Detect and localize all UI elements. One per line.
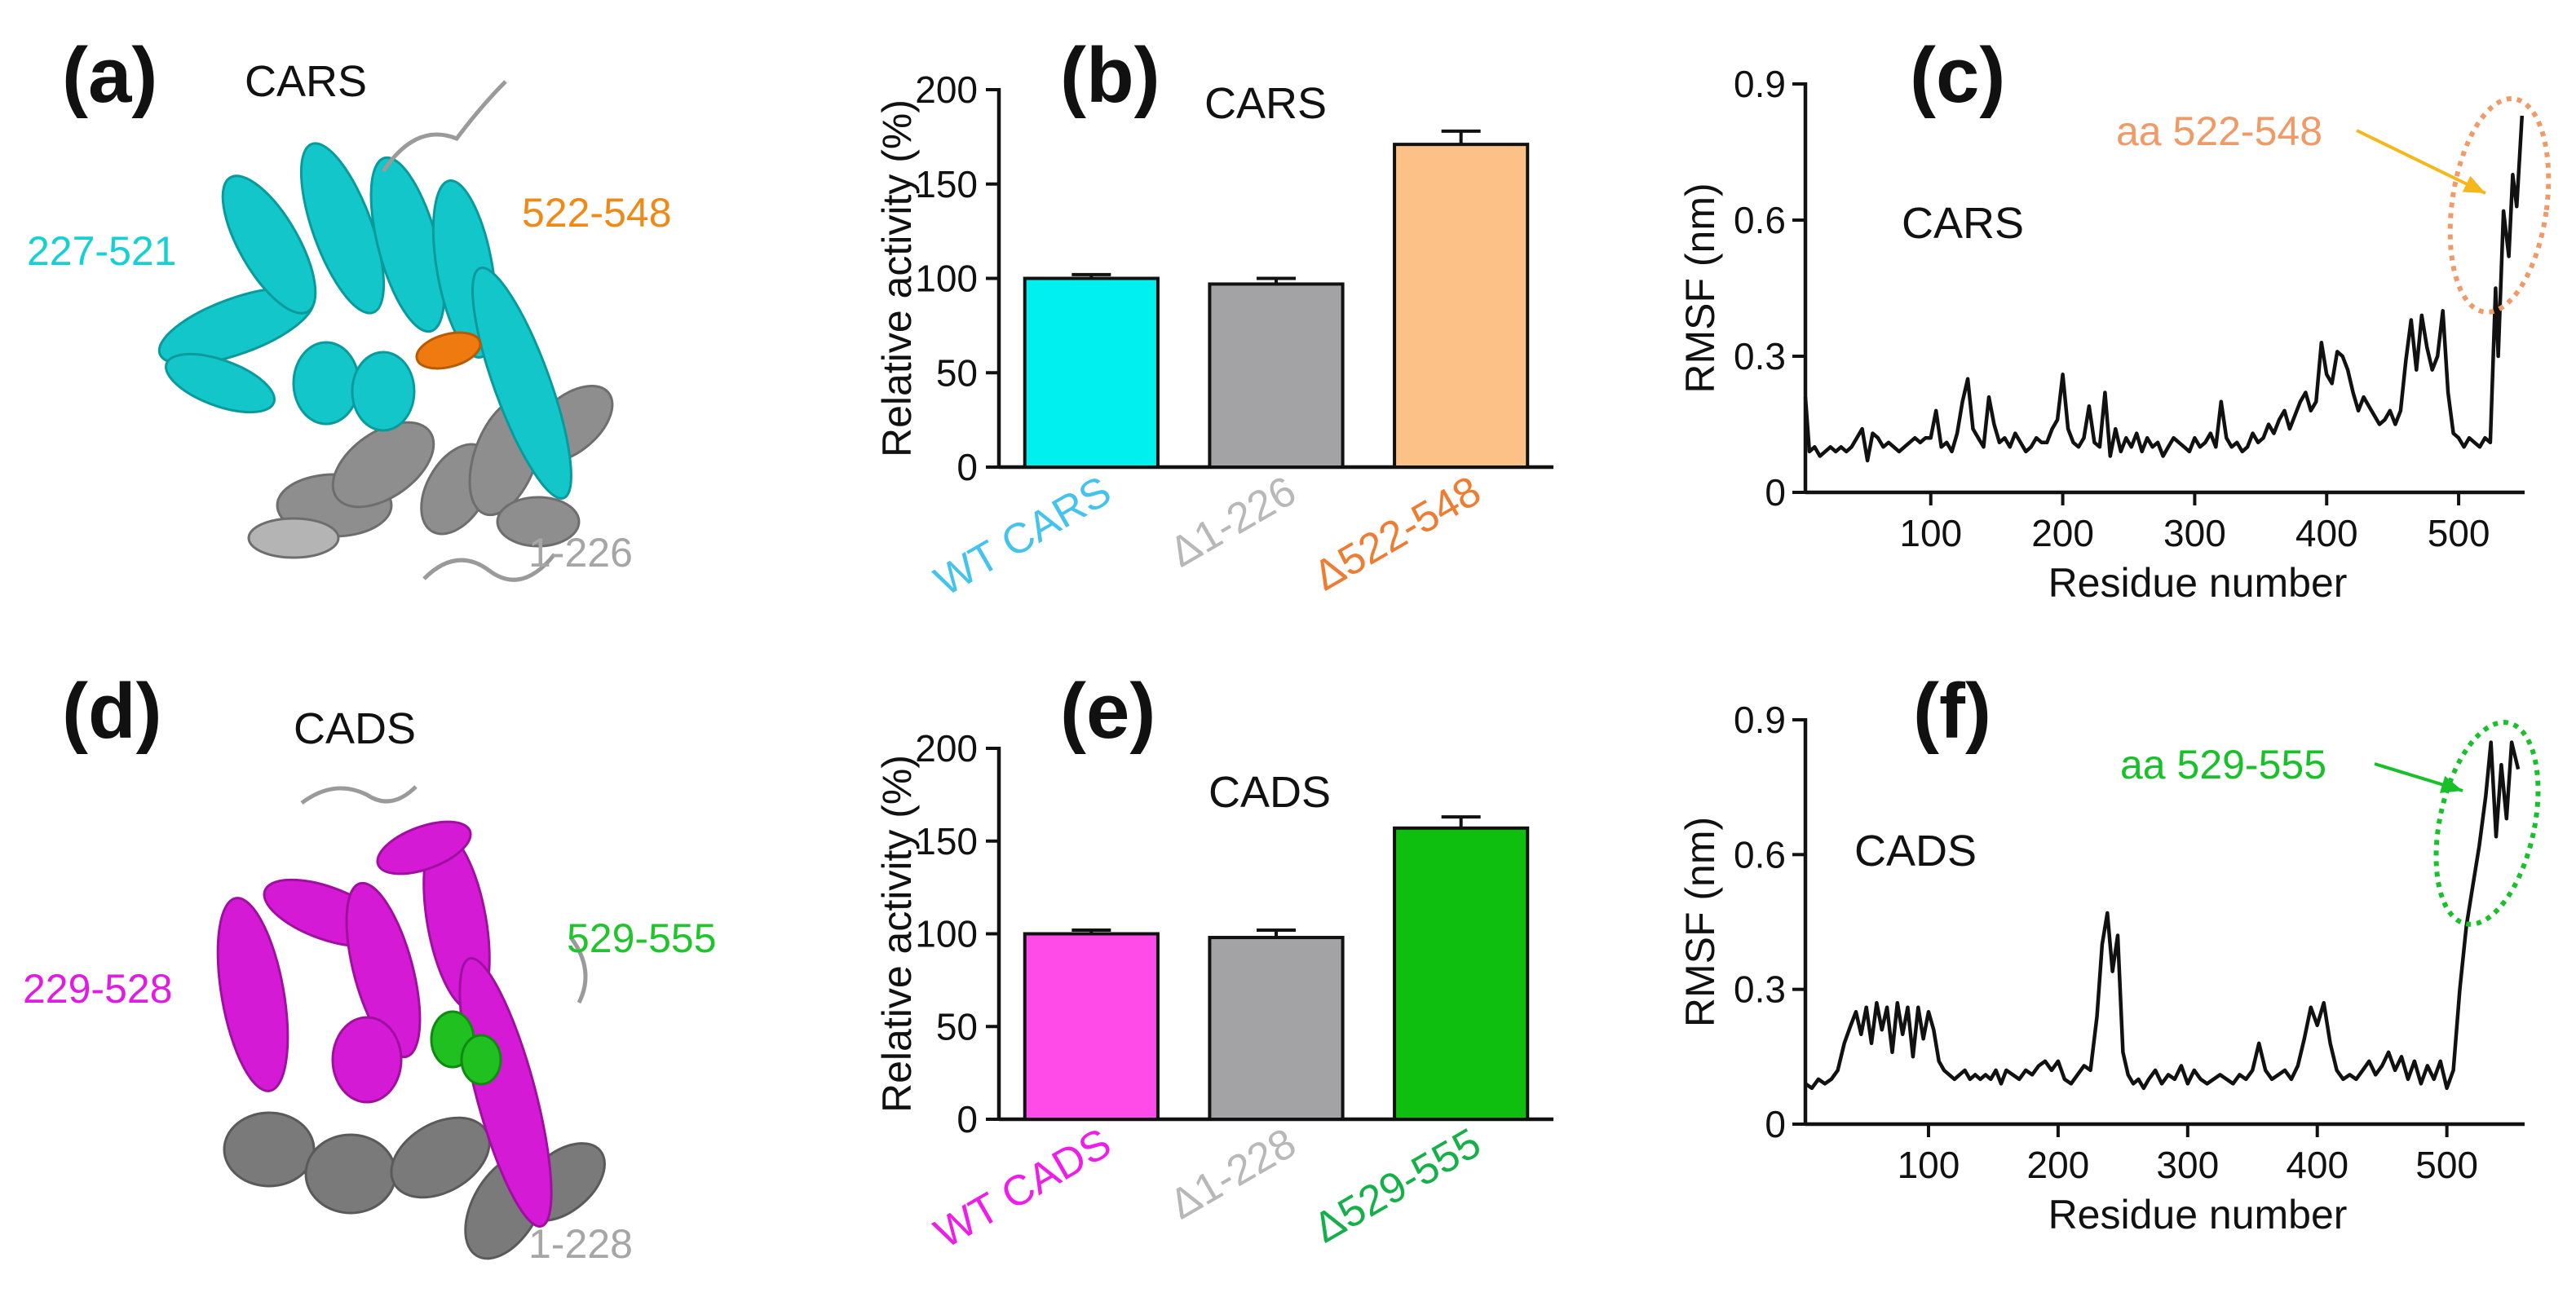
panel-letter-d: (d) xyxy=(62,668,162,755)
y-tick-label: 0.3 xyxy=(1734,335,1786,377)
y-axis-label: Relative activity (%) xyxy=(874,99,920,457)
x-tick-label: 100 xyxy=(1898,1144,1960,1186)
y-tick-label: 0.3 xyxy=(1734,968,1786,1011)
y-tick-label: 0 xyxy=(1765,471,1786,514)
cars-tail-segment xyxy=(415,331,482,370)
x-tick-label: 400 xyxy=(2286,1144,2348,1186)
y-tick-label: 50 xyxy=(936,1005,978,1048)
highlight-ellipse xyxy=(2447,96,2552,315)
x-tick-label: 500 xyxy=(2428,512,2490,554)
annotation-arrow xyxy=(2356,129,2486,195)
panel-letter-b: (b) xyxy=(1060,32,1160,119)
panel-a-title: CARS xyxy=(245,57,367,106)
panel-letter-a: (a) xyxy=(62,32,157,119)
highlight-ellipse xyxy=(2433,720,2541,927)
panel-d: (d) CADS xyxy=(23,668,717,1267)
x-tick-label: 400 xyxy=(2295,512,2358,554)
y-axis-label: RMSF (nm) xyxy=(1677,183,1723,393)
cads-tail-label: 529-555 xyxy=(567,915,717,961)
annotation-arrowhead xyxy=(2462,175,2485,193)
bar xyxy=(1023,276,1160,469)
y-tick-label: 0.6 xyxy=(1734,199,1786,241)
x-tick-label: 200 xyxy=(2031,512,2094,554)
y-axis-label: RMSF (nm) xyxy=(1677,817,1723,1027)
panel-letter-f: (f) xyxy=(1913,668,1991,755)
rmsf-series-line xyxy=(1803,115,2525,463)
category-label: WT CARS xyxy=(927,467,1120,606)
panel-e-title: CADS xyxy=(1208,768,1331,817)
annotation-arrowhead xyxy=(2439,775,2463,793)
panel-letter-c: (c) xyxy=(1910,32,2005,119)
cads-tail-segment xyxy=(430,1010,502,1086)
cars-core-label: 227-521 xyxy=(27,228,177,274)
panel-d-title: CADS xyxy=(294,704,416,753)
category-label: Δ529-555 xyxy=(1306,1119,1488,1252)
y-tick-label: 50 xyxy=(936,351,978,394)
y-tick-label: 0.6 xyxy=(1734,833,1786,876)
category-label: WT CADS xyxy=(927,1119,1120,1258)
x-tick-label: 100 xyxy=(1899,512,1962,554)
x-axis-label: Residue number xyxy=(2048,1192,2348,1237)
x-tick-label: 200 xyxy=(2027,1144,2090,1186)
x-tick-label: 500 xyxy=(2415,1144,2478,1186)
category-label: Δ1-226 xyxy=(1162,467,1304,576)
bar xyxy=(1393,143,1530,469)
y-tick-label: 0 xyxy=(957,446,978,488)
cads-nterm-label: 1-228 xyxy=(528,1221,633,1267)
y-tick-label: 200 xyxy=(915,68,978,111)
panel-c-title: CARS xyxy=(1902,199,2024,248)
panel-c: (c) CARS 0 0.3 0.6 0.9 100 200 300 400 500 RMSF (… xyxy=(1677,32,2552,606)
bar xyxy=(1393,826,1530,1121)
panel-c-annotation: aa 522-548 xyxy=(2116,108,2322,154)
y-axis-label: Relative activity (%) xyxy=(874,755,920,1113)
y-tick-label: 200 xyxy=(915,727,978,770)
category-label: Δ522-548 xyxy=(1306,467,1488,600)
category-label: Δ1-228 xyxy=(1162,1119,1304,1228)
panel-f: (f) CADS 0 0.3 0.6 0.9 100 200 300 400 500 RMSF (… xyxy=(1677,668,2541,1237)
line-chart-c: 0 0.3 0.6 0.9 100 200 300 400 500 RMSF (nm) Residu… xyxy=(1677,63,2552,606)
rmsf-series-line xyxy=(1804,740,2521,1091)
bar xyxy=(1208,282,1345,469)
y-tick-label: 150 xyxy=(915,820,978,862)
cads-core-label: 229-528 xyxy=(23,966,173,1012)
y-tick-label: 0 xyxy=(1765,1103,1786,1145)
bar xyxy=(1208,936,1345,1122)
y-tick-label: 0.9 xyxy=(1734,699,1786,741)
y-tick-label: 0 xyxy=(957,1098,978,1140)
panel-f-title: CADS xyxy=(1854,827,1977,876)
panel-letter-e: (e) xyxy=(1060,668,1155,755)
y-tick-label: 150 xyxy=(915,163,978,205)
cars-nterm-label: 1-226 xyxy=(528,530,633,576)
cads-structure-illustration xyxy=(216,785,606,1260)
cads-core-domain xyxy=(216,820,553,1228)
y-tick-label: 0.9 xyxy=(1734,63,1786,105)
panel-f-annotation: aa 529-555 xyxy=(2120,742,2326,787)
bar xyxy=(1023,932,1160,1121)
line-chart-f: 0 0.3 0.6 0.9 100 200 300 400 500 RMSF (nm) Residu… xyxy=(1677,699,2541,1237)
x-axis-label: Residue number xyxy=(2048,560,2348,606)
panel-b-title: CARS xyxy=(1204,79,1327,128)
panel-a: (a) CARS xyxy=(27,32,672,582)
cars-tail-label: 522-548 xyxy=(522,190,672,236)
x-tick-label: 300 xyxy=(2156,1144,2219,1186)
y-tick-label: 100 xyxy=(915,913,978,955)
y-tick-label: 100 xyxy=(915,258,978,300)
cars-structure-illustration xyxy=(157,80,614,582)
cars-core-domain xyxy=(157,142,572,500)
x-tick-label: 300 xyxy=(2163,512,2226,554)
